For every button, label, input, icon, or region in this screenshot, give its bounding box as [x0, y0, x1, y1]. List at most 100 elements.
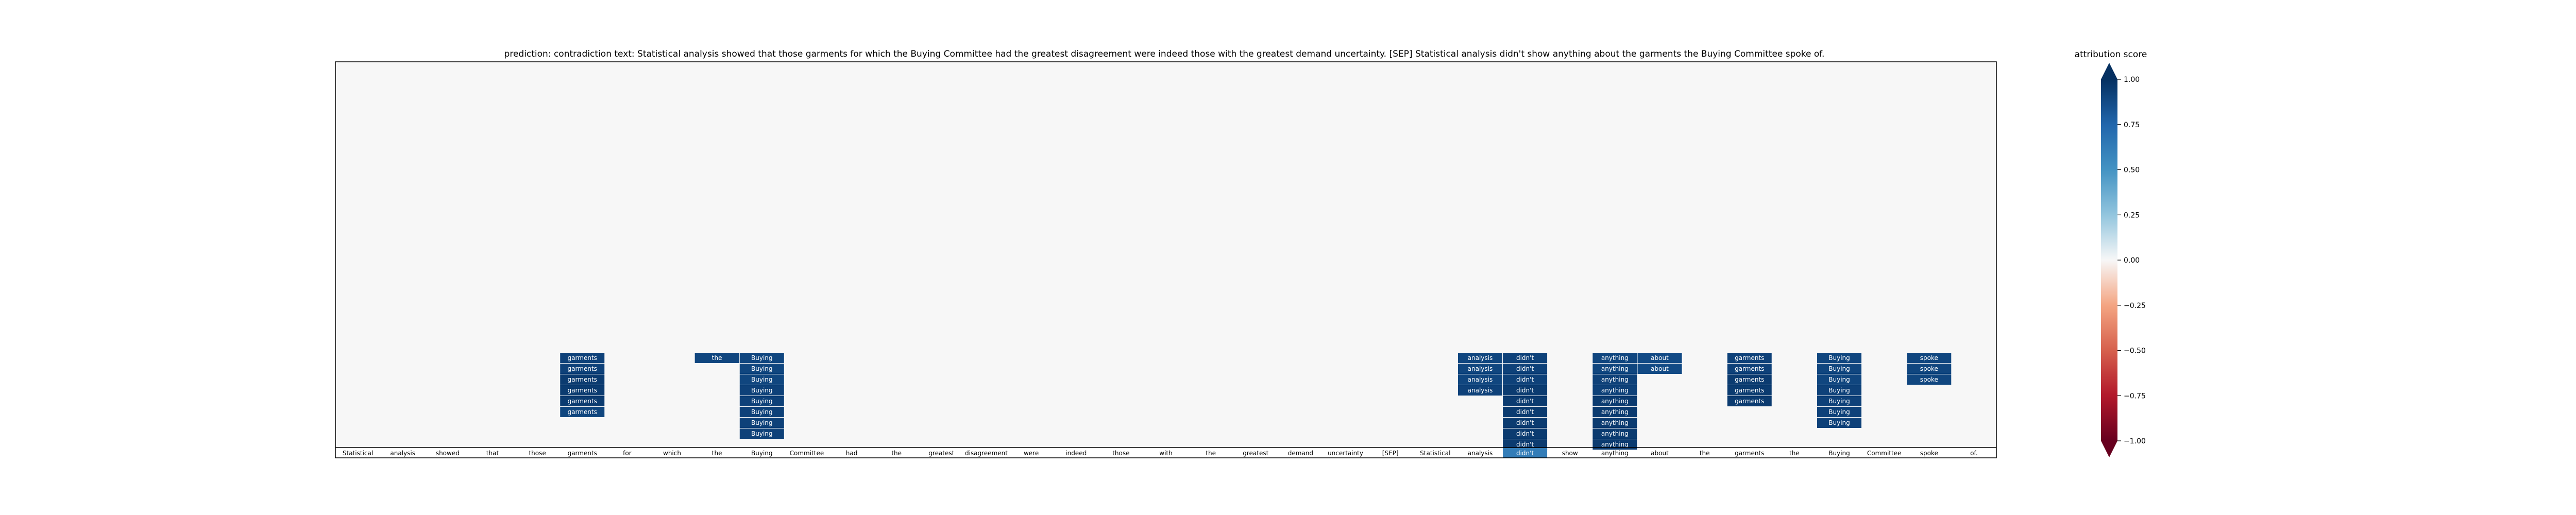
heatmap-cell	[1727, 374, 1772, 385]
token-label: analysis	[390, 450, 415, 457]
heatmap-cell	[1637, 364, 1682, 374]
heatmap-cell-label: garments	[568, 387, 597, 394]
heatmap-cell-label: the	[712, 354, 722, 362]
heatmap-cell-label: garments	[568, 398, 597, 405]
heatmap-cell	[1817, 385, 1862, 396]
heatmap-cell	[739, 353, 784, 363]
heatmap-cell	[1458, 364, 1502, 374]
token-label: demand	[1288, 450, 1313, 457]
heatmap-cell	[1592, 418, 1637, 428]
heatmap-cell-label: Buying	[1828, 387, 1850, 394]
heatmap-cell	[739, 364, 784, 374]
heatmap-cell-label: didn't	[1516, 430, 1534, 437]
plot-background	[335, 62, 1996, 448]
heatmap-cell-label: Buying	[1828, 408, 1850, 416]
heatmap-cell	[1907, 374, 1952, 385]
heatmap-cell	[1817, 418, 1862, 428]
token-label: of.	[1970, 450, 1978, 457]
token-label: Buying	[1828, 450, 1850, 457]
token-label: garments	[568, 450, 597, 457]
token-label: the	[1789, 450, 1800, 457]
heatmap-cell-label: Buying	[751, 376, 773, 383]
heatmap-cell	[1592, 364, 1637, 374]
heatmap-cell-label: Buying	[751, 354, 773, 362]
heatmap-cell-label: garments	[568, 354, 597, 362]
token-label: those	[1112, 450, 1129, 457]
token-label: greatest	[928, 450, 954, 457]
heatmap-cell	[739, 385, 784, 396]
token-label: were	[1024, 450, 1039, 457]
heatmap-cell-label: Buying	[1828, 419, 1850, 426]
heatmap-cell-label: garments	[1735, 376, 1764, 383]
heatmap-cell	[1592, 396, 1637, 406]
heatmap-cell	[1637, 353, 1682, 363]
colorbar-tick-label: −1.00	[2124, 437, 2146, 445]
token-label: spoke	[1920, 450, 1938, 457]
colorbar-bottom-extension	[2101, 441, 2117, 457]
token-label: analysis	[1468, 450, 1493, 457]
token-label: disagreement	[965, 450, 1008, 457]
heatmap-cell-label: Buying	[1828, 365, 1850, 372]
heatmap-cell	[739, 428, 784, 439]
token-label: the	[1700, 450, 1710, 457]
heatmap-cell	[694, 353, 739, 363]
heatmap-cell	[1458, 353, 1502, 363]
token-label: garments	[1735, 450, 1764, 457]
heatmap-cell-label: didn't	[1516, 365, 1534, 372]
token-label: Committee	[1867, 450, 1902, 457]
heatmap-cell	[560, 385, 605, 396]
heatmap-cell-label: analysis	[1468, 354, 1493, 362]
heatmap-cell	[1503, 418, 1548, 428]
token-label: didn't	[1516, 450, 1534, 457]
token-label: about	[1651, 450, 1669, 457]
colorbar-tick-label: −0.25	[2124, 302, 2146, 310]
heatmap-cell	[1503, 374, 1548, 385]
heatmap-cell	[739, 374, 784, 385]
token-label: show	[1562, 450, 1578, 457]
colorbar-tick-label: −0.75	[2124, 392, 2146, 400]
heatmap-cell	[1817, 396, 1862, 406]
heatmap-cell	[560, 353, 605, 363]
heatmap-cell	[1592, 374, 1637, 385]
heatmap-cell	[1503, 396, 1548, 406]
heatmap-cell	[1503, 428, 1548, 439]
heatmap-cell-label: Buying	[751, 419, 773, 426]
heatmap-cell-label: anything	[1601, 408, 1629, 416]
heatmap-cell-label: garments	[1735, 398, 1764, 405]
heatmap-cell-label: anything	[1601, 354, 1629, 362]
heatmap-cell-label: garments	[568, 365, 597, 372]
token-label: the	[1206, 450, 1216, 457]
heatmap-cell	[739, 407, 784, 417]
heatmap-cell	[1503, 364, 1548, 374]
heatmap-cell	[560, 374, 605, 385]
heatmap-cell-label: analysis	[1468, 387, 1493, 394]
heatmap-cell-label: anything	[1601, 441, 1629, 448]
heatmap-cell	[1592, 385, 1637, 396]
heatmap-cell-label: Buying	[751, 430, 773, 437]
heatmap-cell-label: spoke	[1920, 354, 1938, 362]
heatmap-cell-label: anything	[1601, 430, 1629, 437]
token-label: those	[529, 450, 546, 457]
token-label: Committee	[790, 450, 824, 457]
colorbar-tick-label: 1.00	[2124, 76, 2140, 84]
heatmap-cell	[1907, 364, 1952, 374]
heatmap-cell-label: didn't	[1516, 441, 1534, 448]
heatmap-cell-label: Buying	[751, 365, 773, 372]
heatmap-cell-label: Buying	[1828, 354, 1850, 362]
colorbar-tick-label: 0.50	[2124, 166, 2140, 175]
token-label: anything	[1601, 450, 1629, 457]
token-label: greatest	[1243, 450, 1268, 457]
token-label: showed	[436, 450, 460, 457]
heatmap-cell-label: about	[1651, 365, 1669, 372]
heatmap-cell-label: Buying	[751, 398, 773, 405]
heatmap-cell-label: Buying	[1828, 376, 1850, 383]
heatmap-cell	[739, 396, 784, 406]
heatmap-cell-label: garments	[1735, 354, 1764, 362]
heatmap-cell	[1727, 353, 1772, 363]
heatmap-cell-label: Buying	[751, 408, 773, 416]
heatmap-cell	[1727, 364, 1772, 374]
chart-title: prediction: contradiction text: Statisti…	[504, 49, 1825, 59]
heatmap-cell-label: anything	[1601, 387, 1629, 394]
token-label: that	[486, 450, 499, 457]
heatmap-cell-label: anything	[1601, 419, 1629, 426]
